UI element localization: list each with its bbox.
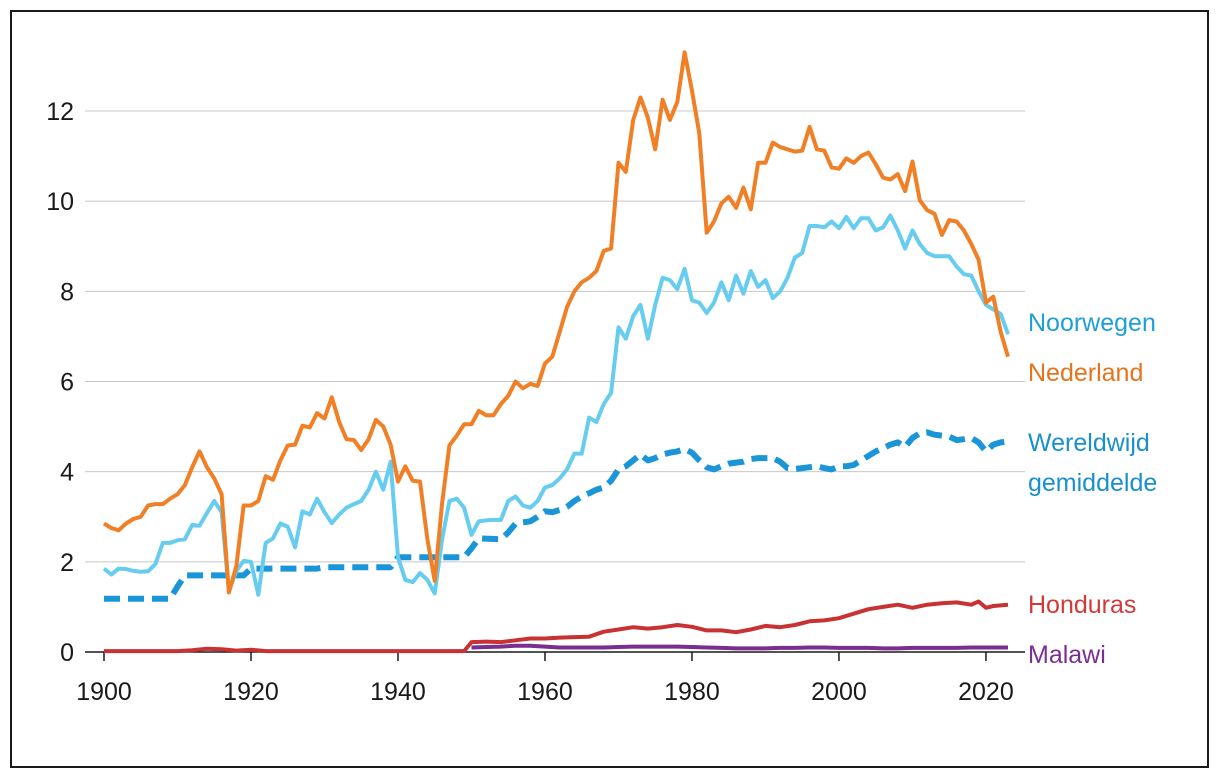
x-tick-label-2000: 2000 xyxy=(811,678,867,706)
series-line-nederland xyxy=(102,50,1010,595)
legend-label-wereldwijd-line1: Wereldwijd xyxy=(1028,429,1150,457)
legend-label-noorwegen: Noorwegen xyxy=(1028,309,1156,337)
y-tick-label-8: 8 xyxy=(60,278,74,306)
y-tick-label-12: 12 xyxy=(46,98,74,126)
series-line-wereldwijd-gemiddelde xyxy=(104,429,1009,602)
x-tick-label-1940: 1940 xyxy=(370,678,426,706)
legend: Noorwegen Nederland Wereldwijd gemiddeld… xyxy=(1028,309,1157,669)
chart-frame xyxy=(10,10,1209,768)
series-lines xyxy=(102,50,1010,654)
y-tick-label-0: 0 xyxy=(60,639,74,667)
y-tick-label-4: 4 xyxy=(60,459,74,487)
x-tick-label-1920: 1920 xyxy=(223,678,279,706)
gridlines xyxy=(85,110,1025,563)
x-tick-label-1900: 1900 xyxy=(76,678,132,706)
legend-label-nederland: Nederland xyxy=(1028,359,1143,387)
legend-label-malawi: Malawi xyxy=(1028,641,1106,669)
series-line-noorwegen xyxy=(102,213,1010,597)
series-line-honduras xyxy=(104,599,1009,654)
x-tick-label-1980: 1980 xyxy=(664,678,720,706)
legend-label-honduras: Honduras xyxy=(1028,591,1136,619)
legend-label-wereldwijd-line2: gemiddelde xyxy=(1028,469,1157,497)
y-tick-label-6: 6 xyxy=(60,369,74,397)
axes: 0 2 4 6 8 10 12 1900 1920 1940 1960 1980 2000 2020 xyxy=(46,98,1025,706)
series-line-malawi xyxy=(471,643,1008,651)
x-tick-label-1960: 1960 xyxy=(517,678,573,706)
y-tick-label-2: 2 xyxy=(60,549,74,577)
x-tick-label-2020: 2020 xyxy=(958,678,1014,706)
y-tick-label-10: 10 xyxy=(46,188,74,216)
